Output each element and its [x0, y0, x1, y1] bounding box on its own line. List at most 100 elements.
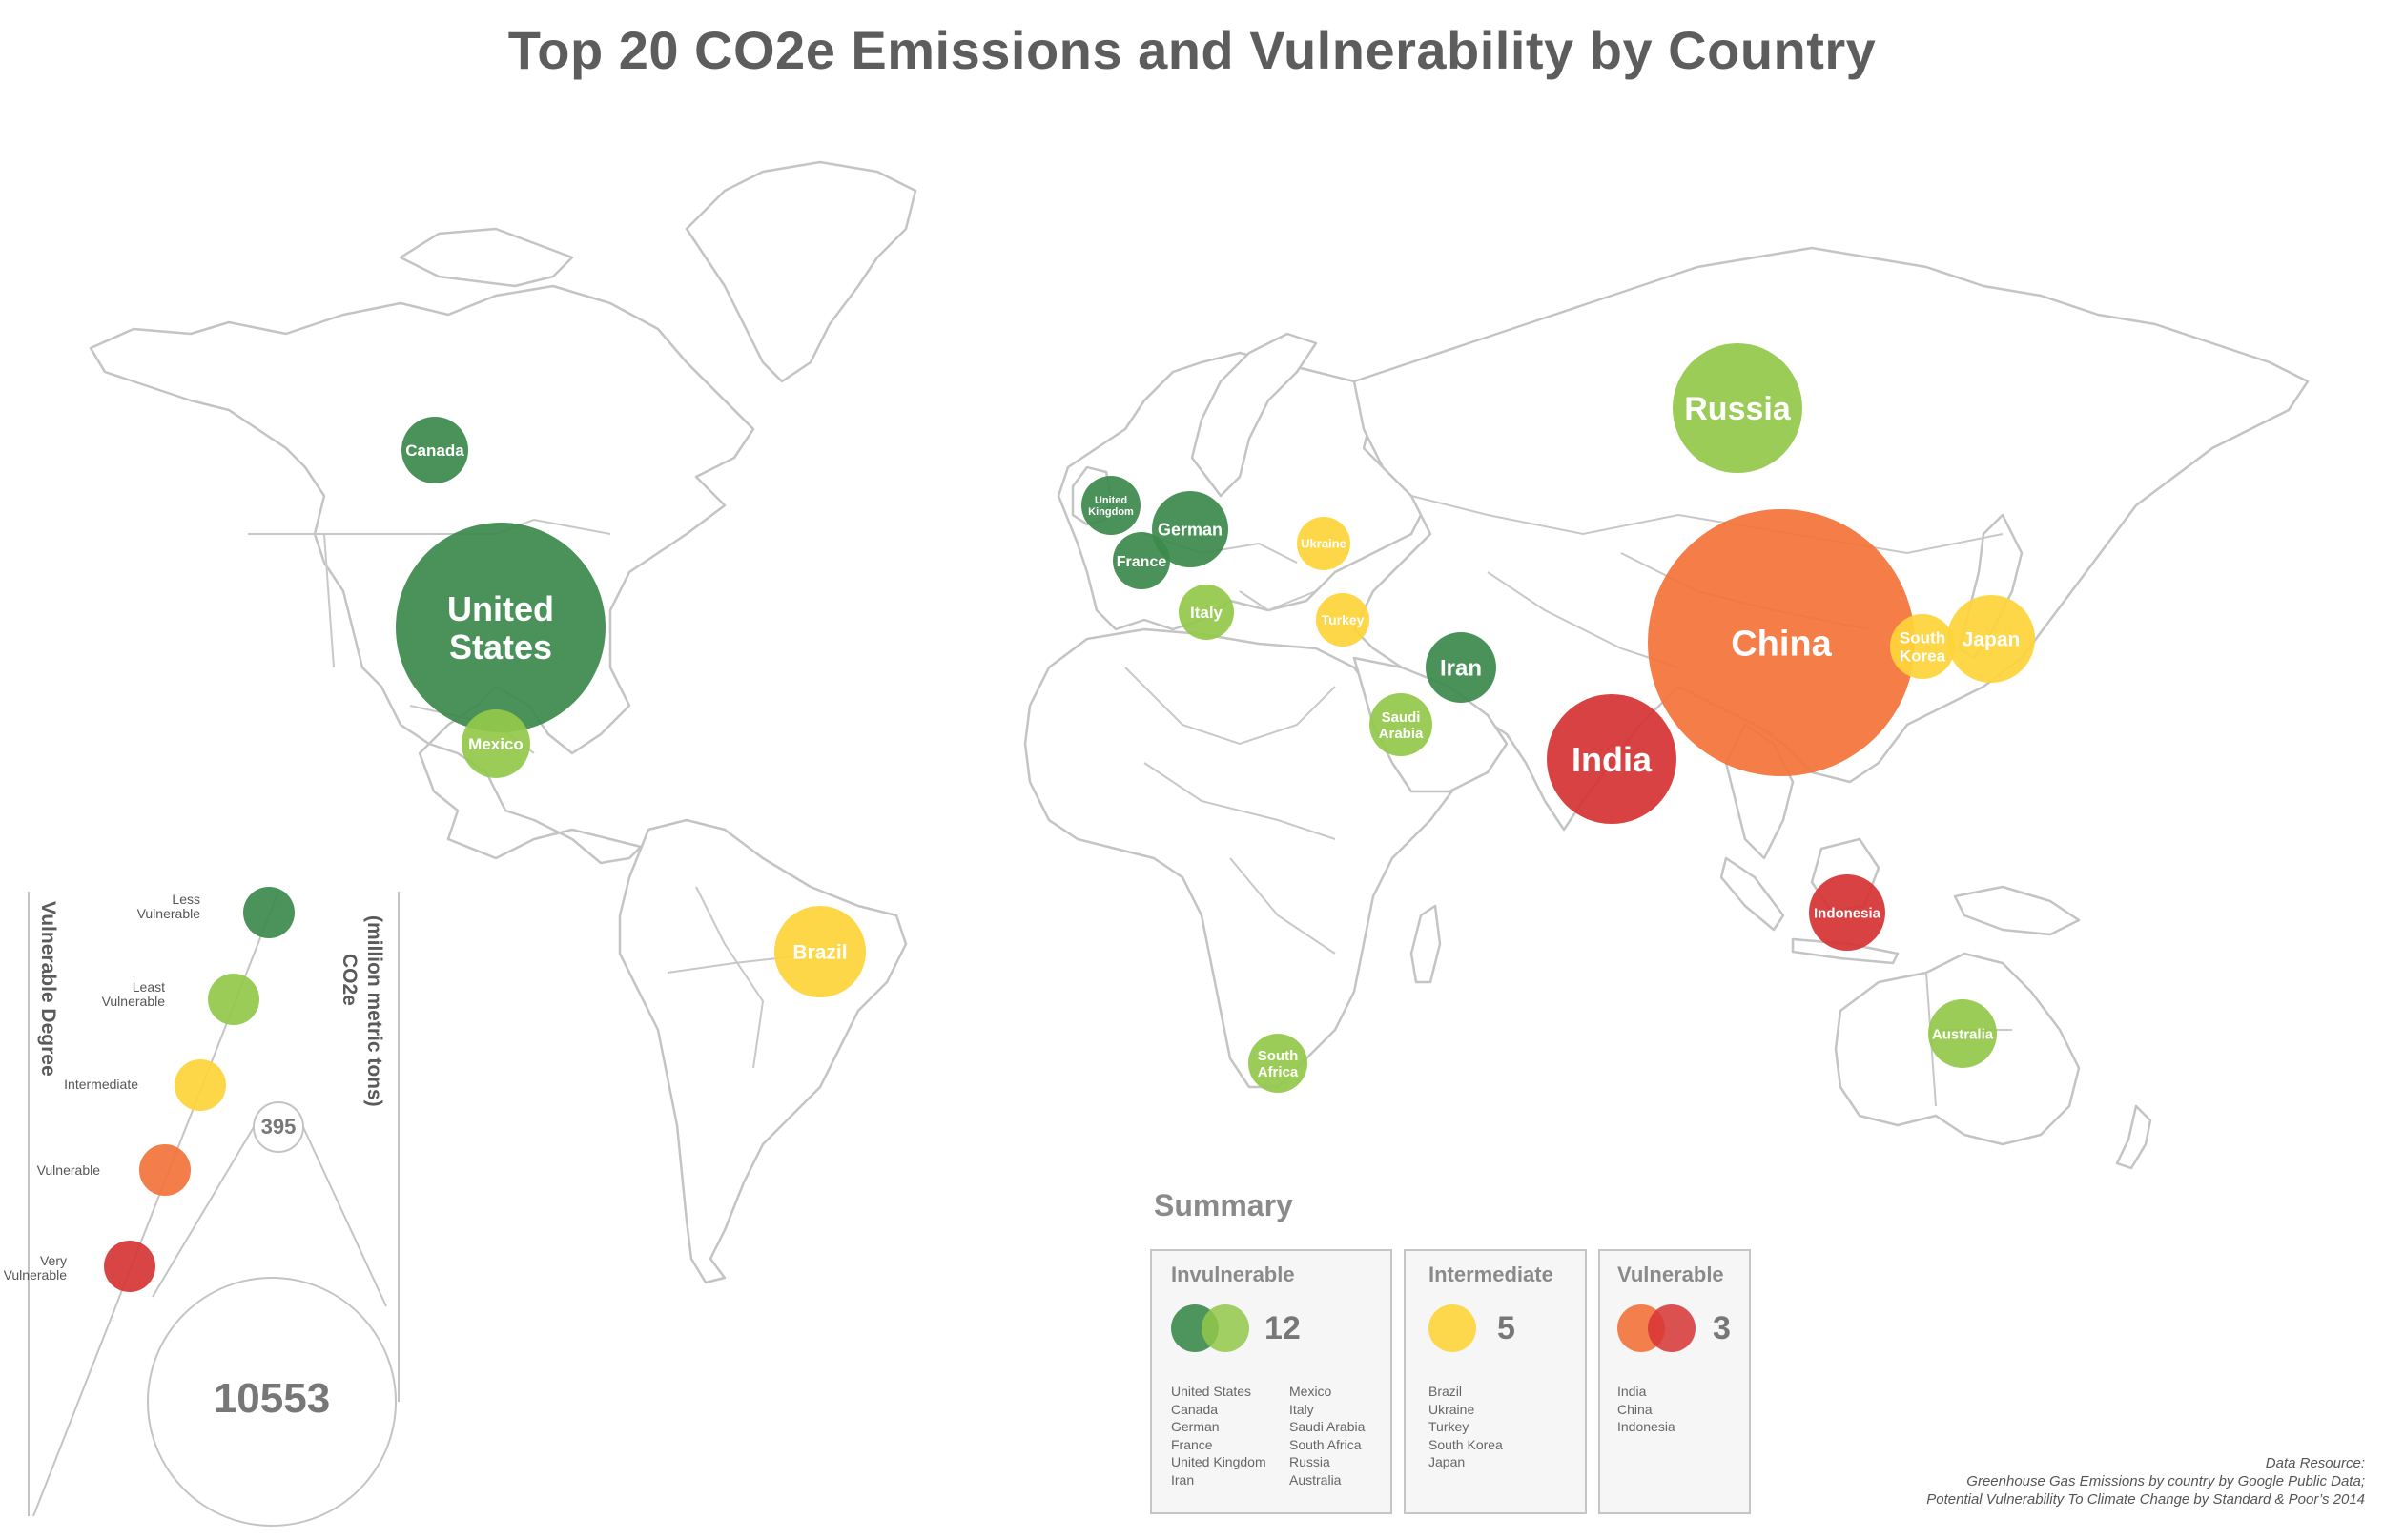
size-max-value: 10553 [213, 1375, 331, 1422]
size-cone-right [302, 1126, 387, 1307]
bubble-japan: Japan [1947, 595, 2035, 683]
summary-title: Summary [1154, 1188, 1293, 1222]
source-line: Potential Vulnerability To Climate Chang… [1926, 1491, 2365, 1508]
legend-graphics [28, 891, 400, 1527]
bubble-label: Korea [1900, 647, 1946, 666]
bubble-label: Canada [405, 441, 464, 460]
land-outlines [89, 160, 2310, 1284]
bubble-label: Australia [1932, 1026, 1994, 1042]
legend-label: Least Vulnerable [101, 979, 165, 1009]
bubble-label: India [1572, 740, 1653, 779]
legend-dot-less-vulnerable [243, 887, 295, 938]
bubble-circle [1297, 517, 1350, 570]
list-item: China [1617, 1401, 1653, 1417]
summary-list-invulnerable-col1: United States Canada German France Unite… [1171, 1383, 1266, 1489]
summary-head-invulnerable: Invulnerable [1171, 1263, 1295, 1286]
legend-label: Very Vulnerable [3, 1253, 67, 1283]
list-item: Australia [1289, 1471, 1342, 1488]
summary-count-intermediate: 5 [1497, 1310, 1515, 1346]
list-item: Italy [1289, 1401, 1314, 1417]
size-title-line1: CO2e [339, 954, 360, 1006]
bubble-circle [1248, 1034, 1307, 1093]
sumatra-outline [1719, 856, 1785, 932]
list-item: German [1171, 1419, 1220, 1435]
bubble-circle [1081, 476, 1141, 535]
invulnerable-light-dot [1202, 1304, 1249, 1352]
south-america-outline [618, 818, 908, 1284]
bubble-german: German [1152, 491, 1228, 567]
bubble-label: Arabia [1379, 726, 1424, 742]
bubble-iran: Iran [1426, 632, 1496, 703]
list-item: United Kingdom [1171, 1454, 1266, 1470]
source-line: Greenhouse Gas Emissions by country by G… [1966, 1473, 2365, 1489]
bubble-label: United [447, 589, 554, 628]
arctic-islands-outline [399, 227, 574, 288]
bubble-circle [1316, 593, 1369, 647]
bubble-france: France [1113, 532, 1170, 589]
bubble-circle [774, 906, 866, 997]
bubble-circle [1928, 999, 1997, 1068]
legend-label: Less Vulnerable [136, 892, 200, 921]
list-item: Brazil [1428, 1384, 1463, 1399]
bubble-circle [462, 709, 530, 778]
bubble-label: South [1258, 1048, 1299, 1064]
bubble-brazil: Brazil [774, 906, 866, 997]
bubble-australia: Australia [1928, 999, 1997, 1068]
bubble-indonesia: Indonesia [1809, 874, 1885, 951]
legend-dot-intermediate [175, 1059, 226, 1111]
bubble-italy: Italy [1179, 585, 1234, 640]
bubble-circle [1369, 693, 1432, 756]
list-item: Mexico [1289, 1384, 1332, 1399]
list-item: South Africa [1289, 1436, 1362, 1452]
list-item: South Korea [1428, 1436, 1503, 1452]
size-title-line2: (million metric tons) [363, 915, 385, 1107]
summary-count-vulnerable: 3 [1713, 1310, 1731, 1346]
list-item: Russia [1289, 1454, 1330, 1470]
bubble-label: Saudi [1382, 709, 1421, 726]
bubble-label: Africa [1258, 1064, 1299, 1080]
new-guinea-outline [1953, 885, 2081, 936]
bubble-label: United [1095, 495, 1127, 506]
list-item: Indonesia [1617, 1419, 1675, 1435]
bubble-ukraine: Ukraine [1297, 517, 1350, 570]
size-max-circle [147, 1277, 397, 1527]
bubble-label: Turkey [1322, 612, 1365, 627]
bubble-circle [1547, 694, 1676, 824]
bubble-circle [1648, 509, 1915, 776]
summary-list-intermediate: Brazil Ukraine Turkey South Korea Japan [1428, 1383, 1503, 1471]
list-item: France [1171, 1436, 1213, 1452]
legend-label: Intermediate [64, 1077, 138, 1092]
list-item: Saudi Arabia [1289, 1419, 1366, 1435]
bubble-circle [396, 523, 606, 732]
source-line: Data Resource: [2265, 1455, 2365, 1471]
bubble-label: Indonesia [1814, 905, 1881, 921]
list-item: India [1617, 1384, 1647, 1399]
bubble-circle [1673, 343, 1802, 473]
bubble-russia: Russia [1673, 343, 1802, 473]
bubble-canada: Canada [401, 417, 468, 483]
very-vulnerable-dot [1648, 1304, 1696, 1352]
bubble-label: Kingdom [1088, 506, 1134, 518]
bubble-label: Iran [1440, 656, 1482, 682]
summary-box-vulnerable: Vulnerable 3 India China Indonesia [1598, 1249, 1751, 1514]
bubble-label: Brazil [792, 942, 847, 964]
greenland-outline [685, 160, 917, 383]
bubble-label: Mexico [468, 735, 524, 753]
bubble-mexico: Mexico [462, 709, 530, 778]
bubble-circle [401, 417, 468, 483]
legend-dot-very-vulnerable [104, 1241, 155, 1292]
size-min-value: 395 [260, 1115, 297, 1139]
bubble-label: German [1158, 520, 1223, 539]
list-item: Canada [1171, 1401, 1219, 1417]
summary-list-invulnerable-col2: Mexico Italy Saudi Arabia South Africa R… [1289, 1383, 1365, 1489]
data-source-note: Data Resource: Greenhouse Gas Emissions … [1926, 1454, 2365, 1509]
bubble-circle [1152, 491, 1228, 567]
bubble-label: China [1731, 625, 1832, 665]
bubble-turkey: Turkey [1316, 593, 1369, 647]
bubble-circle [1426, 632, 1496, 703]
